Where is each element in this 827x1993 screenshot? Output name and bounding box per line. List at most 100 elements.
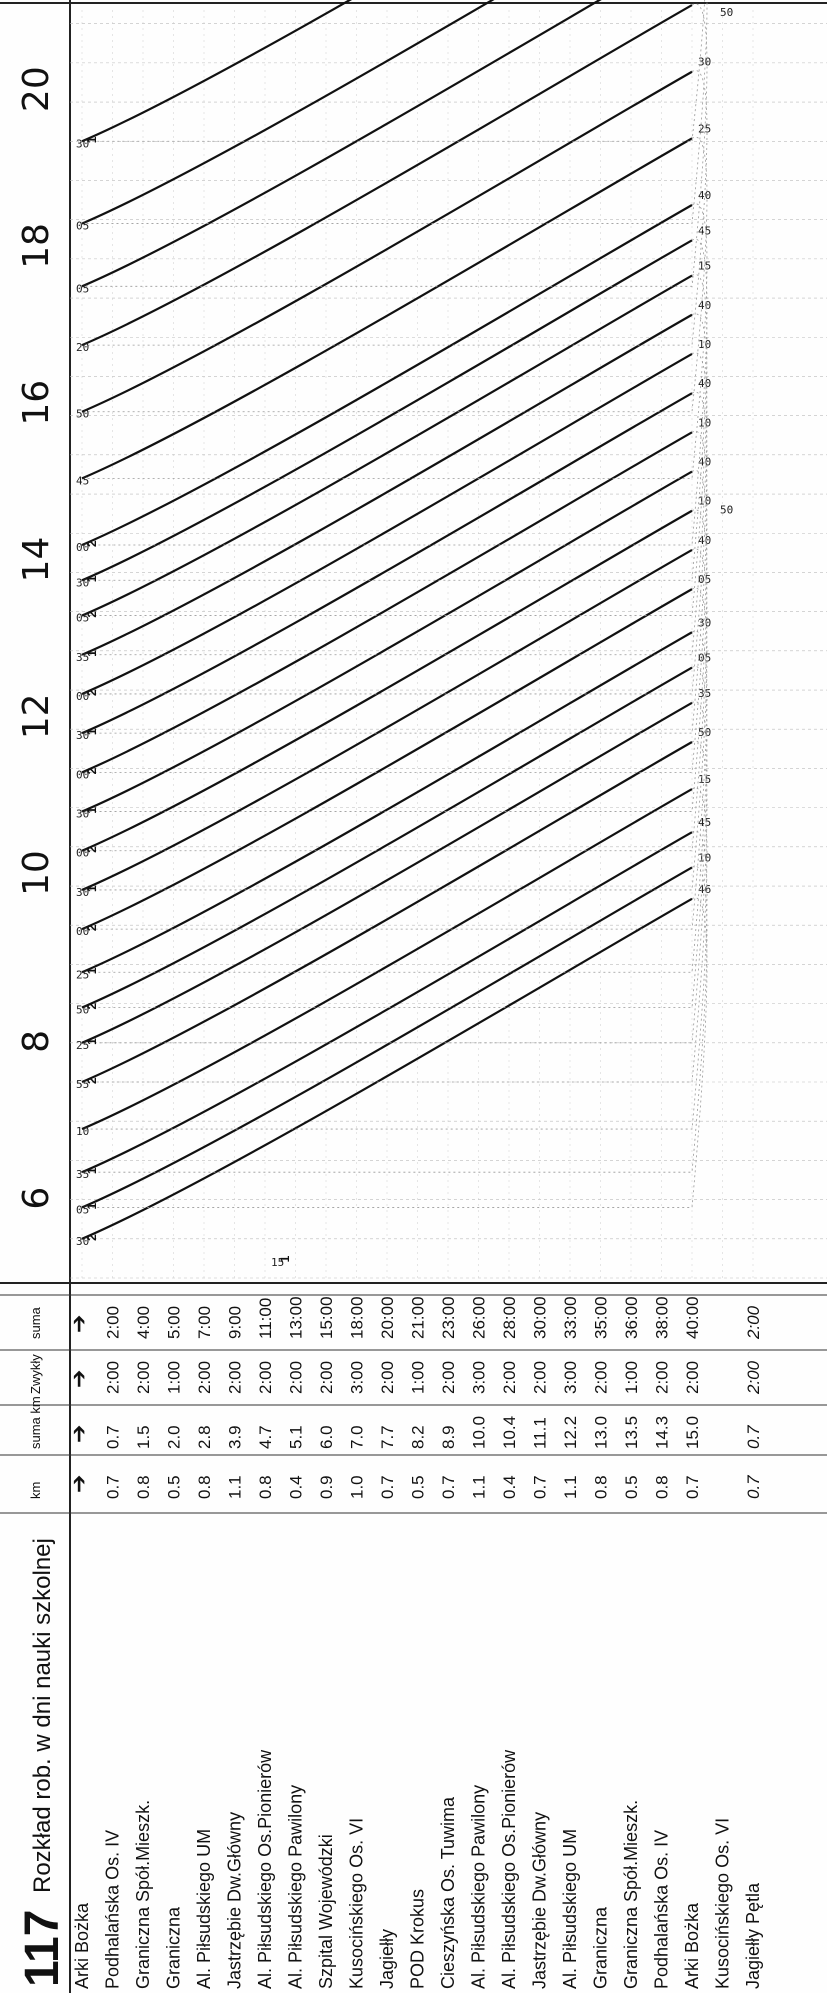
stop-suma-value: 2:00 bbox=[104, 1306, 123, 1339]
trip-end-minute: 30 bbox=[698, 56, 711, 69]
stop-name: Podhalańska Os. IV bbox=[652, 1830, 672, 1989]
stop-suma-value: 26:00 bbox=[470, 1296, 489, 1339]
stop-suma-km-value: 2.8 bbox=[195, 1425, 214, 1449]
stop-name: Podhalańska Os. IV bbox=[103, 1830, 123, 1989]
short-trip-vehicle-number: 1 bbox=[278, 1255, 292, 1262]
stop-suma-value: 11:00 bbox=[256, 1298, 275, 1339]
stop-km-value: 1.1 bbox=[470, 1475, 489, 1499]
trip-start-minute: 35 bbox=[76, 651, 89, 664]
stop-name: Al. Piłsudskiego Pawilony bbox=[469, 1785, 489, 1989]
trip-end-minute: 40 bbox=[698, 189, 711, 202]
trip-end-minute: 40 bbox=[698, 299, 711, 312]
trip-line bbox=[81, 274, 693, 617]
arrow-icon: ➔ bbox=[66, 1475, 91, 1493]
top-branch-end-minute: 50 bbox=[720, 6, 733, 19]
stop-name: Al. Piłsudskiego UM bbox=[194, 1829, 214, 1989]
stop-suma-value: 20:00 bbox=[378, 1296, 397, 1339]
trip-end-minute: 40 bbox=[698, 534, 711, 547]
stop-name: Szpital Wojewódzki bbox=[316, 1834, 336, 1989]
trip-line bbox=[81, 0, 693, 143]
trip-vehicle-number: 2 bbox=[85, 767, 99, 774]
trip-start-minute: 05 bbox=[76, 220, 89, 233]
trip-start-minute: 20 bbox=[76, 341, 89, 354]
stop-zwykly-value: 2:00 bbox=[592, 1361, 611, 1394]
stop-suma-km-value: 1.5 bbox=[134, 1425, 153, 1449]
stop-suma-value: 15:00 bbox=[317, 1296, 336, 1339]
turnaround-connector bbox=[82, 352, 708, 656]
trip-start-minute: 05 bbox=[76, 1203, 89, 1216]
trip-end-minute: 25 bbox=[698, 122, 711, 135]
trip-start-minute: 10 bbox=[76, 1125, 89, 1138]
stop-name: Jagiełły bbox=[377, 1929, 397, 1989]
turnaround-connector bbox=[82, 830, 708, 1130]
turnaround-connector bbox=[82, 509, 708, 812]
trip-vehicle-number: 1 bbox=[85, 807, 99, 814]
trip-line bbox=[81, 631, 693, 974]
trip-line bbox=[81, 313, 693, 656]
stop-zwykly-value: 2:00 bbox=[104, 1361, 123, 1394]
trip-start-minute: 00 bbox=[76, 541, 89, 554]
stop-km-value: 0.4 bbox=[500, 1475, 519, 1499]
trip-start-minute: 25 bbox=[76, 1039, 89, 1052]
trip-line bbox=[81, 470, 693, 813]
stop-suma-value: 38:00 bbox=[653, 1296, 672, 1339]
trip-line bbox=[81, 741, 693, 1084]
turnaround-connector bbox=[82, 740, 708, 1044]
trip-end-minute: 45 bbox=[698, 816, 711, 829]
turnaround-connector bbox=[82, 430, 708, 734]
stop-zwykly-value: 3:00 bbox=[348, 1361, 367, 1394]
trip-start-minute: 30 bbox=[76, 886, 89, 899]
turnaround-connector bbox=[82, 470, 708, 773]
trip-lines: 3046205101354511015555022535150052253010… bbox=[76, 0, 733, 1269]
stop-zwykly-value: 3:00 bbox=[561, 1361, 580, 1394]
trip-start-minute: 45 bbox=[76, 474, 89, 487]
stop-km-value: 0.8 bbox=[256, 1475, 275, 1499]
trip-start-minute: 00 bbox=[76, 768, 89, 781]
stop-zwykly-value: 2:00 bbox=[500, 1361, 519, 1394]
stop-suma-km-value: 14.3 bbox=[653, 1416, 672, 1449]
time-grid bbox=[70, 8, 827, 1279]
stop-km-value: 0.7 bbox=[378, 1475, 397, 1499]
stop-suma-km-value: 13.5 bbox=[622, 1416, 641, 1449]
stop-suma-km-value: 7.0 bbox=[348, 1425, 367, 1449]
stop-km-value: 0.7 bbox=[439, 1475, 458, 1499]
stop-zwykly-value: 1:00 bbox=[409, 1361, 428, 1394]
trip-vehicle-number: 1 bbox=[85, 575, 99, 582]
stop-km-value: 0.8 bbox=[653, 1475, 672, 1499]
stop-suma-value: 40:00 bbox=[683, 1296, 702, 1339]
stop-suma-value: 4:00 bbox=[134, 1306, 153, 1339]
trip-vehicle-number: 2 bbox=[85, 611, 99, 618]
stop-name: Kusocińskiego Os. VI bbox=[347, 1818, 367, 1989]
stop-name: Al. Piłsudskiego Pawilony bbox=[286, 1785, 306, 1989]
stop-name: Jastrzębie Dw.Główny bbox=[530, 1812, 550, 1989]
turnaround-connector bbox=[82, 630, 708, 930]
stop-suma-km-value: 3.9 bbox=[226, 1425, 245, 1449]
trip-end-minute: 10 bbox=[698, 495, 711, 508]
line-number: 117 bbox=[16, 1910, 69, 1987]
trip-vehicle-number: 2 bbox=[85, 1003, 99, 1010]
trip-line bbox=[81, 831, 693, 1174]
stop-zwykly-value: 2:00 bbox=[744, 1360, 763, 1395]
stop-name: Cieszyńska Os. Tuwima bbox=[438, 1796, 458, 1989]
trip-end-minute: 05 bbox=[698, 652, 711, 665]
stop-suma-value: 18:00 bbox=[348, 1296, 367, 1339]
trip-start-minute: 50 bbox=[76, 1004, 89, 1017]
stop-suma-value: 23:00 bbox=[439, 1296, 458, 1339]
stop-zwykly-value: 2:00 bbox=[378, 1361, 397, 1394]
km-column-header: km bbox=[28, 1482, 43, 1499]
turnaround-connector bbox=[82, 548, 708, 852]
stop-suma-km-value: 13.0 bbox=[592, 1416, 611, 1449]
suma-column-header: suma bbox=[28, 1306, 43, 1339]
stop-km-value: 0.8 bbox=[195, 1475, 214, 1499]
trip-start-minute: 05 bbox=[76, 282, 89, 295]
hour-label: 14 bbox=[16, 537, 57, 583]
hour-label: 16 bbox=[16, 380, 57, 426]
trip-start-minute: 00 bbox=[76, 847, 89, 860]
turnaround-connector bbox=[82, 203, 708, 479]
trip-vehicle-number: 1 bbox=[85, 1038, 99, 1045]
stop-km-value: 0.7 bbox=[744, 1475, 763, 1499]
stop-zwykly-value: 2:00 bbox=[195, 1361, 214, 1394]
stop-rows: Arki Bożka Podhalańska Os. IV 0.7 0.7 2:00 2:… bbox=[72, 1296, 763, 1989]
turnaround-connector bbox=[82, 0, 708, 224]
